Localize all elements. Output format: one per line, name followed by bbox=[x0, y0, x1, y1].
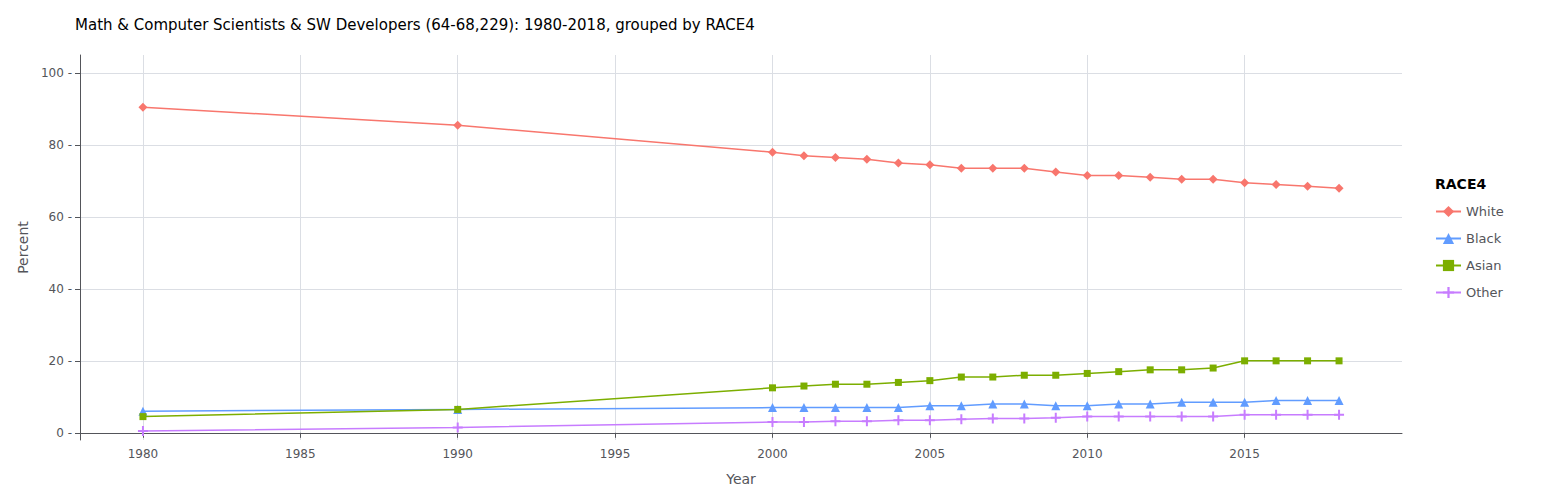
svg-text:1990: 1990 bbox=[442, 447, 473, 461]
svg-text:20 -: 20 - bbox=[49, 354, 72, 368]
svg-text:80 -: 80 - bbox=[49, 138, 72, 152]
svg-text:Asian: Asian bbox=[1466, 258, 1501, 273]
svg-text:2005: 2005 bbox=[915, 447, 946, 461]
svg-text:1985: 1985 bbox=[285, 447, 316, 461]
svg-text:1980: 1980 bbox=[128, 447, 159, 461]
svg-text:100 -: 100 - bbox=[41, 66, 72, 80]
svg-text:60 -: 60 - bbox=[49, 210, 72, 224]
svg-text:Percent: Percent bbox=[15, 221, 31, 274]
svg-text:2010: 2010 bbox=[1072, 447, 1103, 461]
svg-text:2000: 2000 bbox=[757, 447, 788, 461]
svg-text:Other: Other bbox=[1466, 285, 1504, 300]
svg-text:0 -: 0 - bbox=[56, 426, 72, 440]
svg-text:Black: Black bbox=[1466, 231, 1502, 246]
svg-text:1995: 1995 bbox=[600, 447, 631, 461]
svg-text:RACE4: RACE4 bbox=[1435, 176, 1486, 192]
svg-text:40 -: 40 - bbox=[49, 282, 72, 296]
svg-text:Math & Computer Scientists & S: Math & Computer Scientists & SW Develope… bbox=[75, 16, 755, 34]
svg-text:Year: Year bbox=[725, 471, 756, 487]
svg-text:2015: 2015 bbox=[1229, 447, 1260, 461]
svg-text:White: White bbox=[1466, 204, 1504, 219]
